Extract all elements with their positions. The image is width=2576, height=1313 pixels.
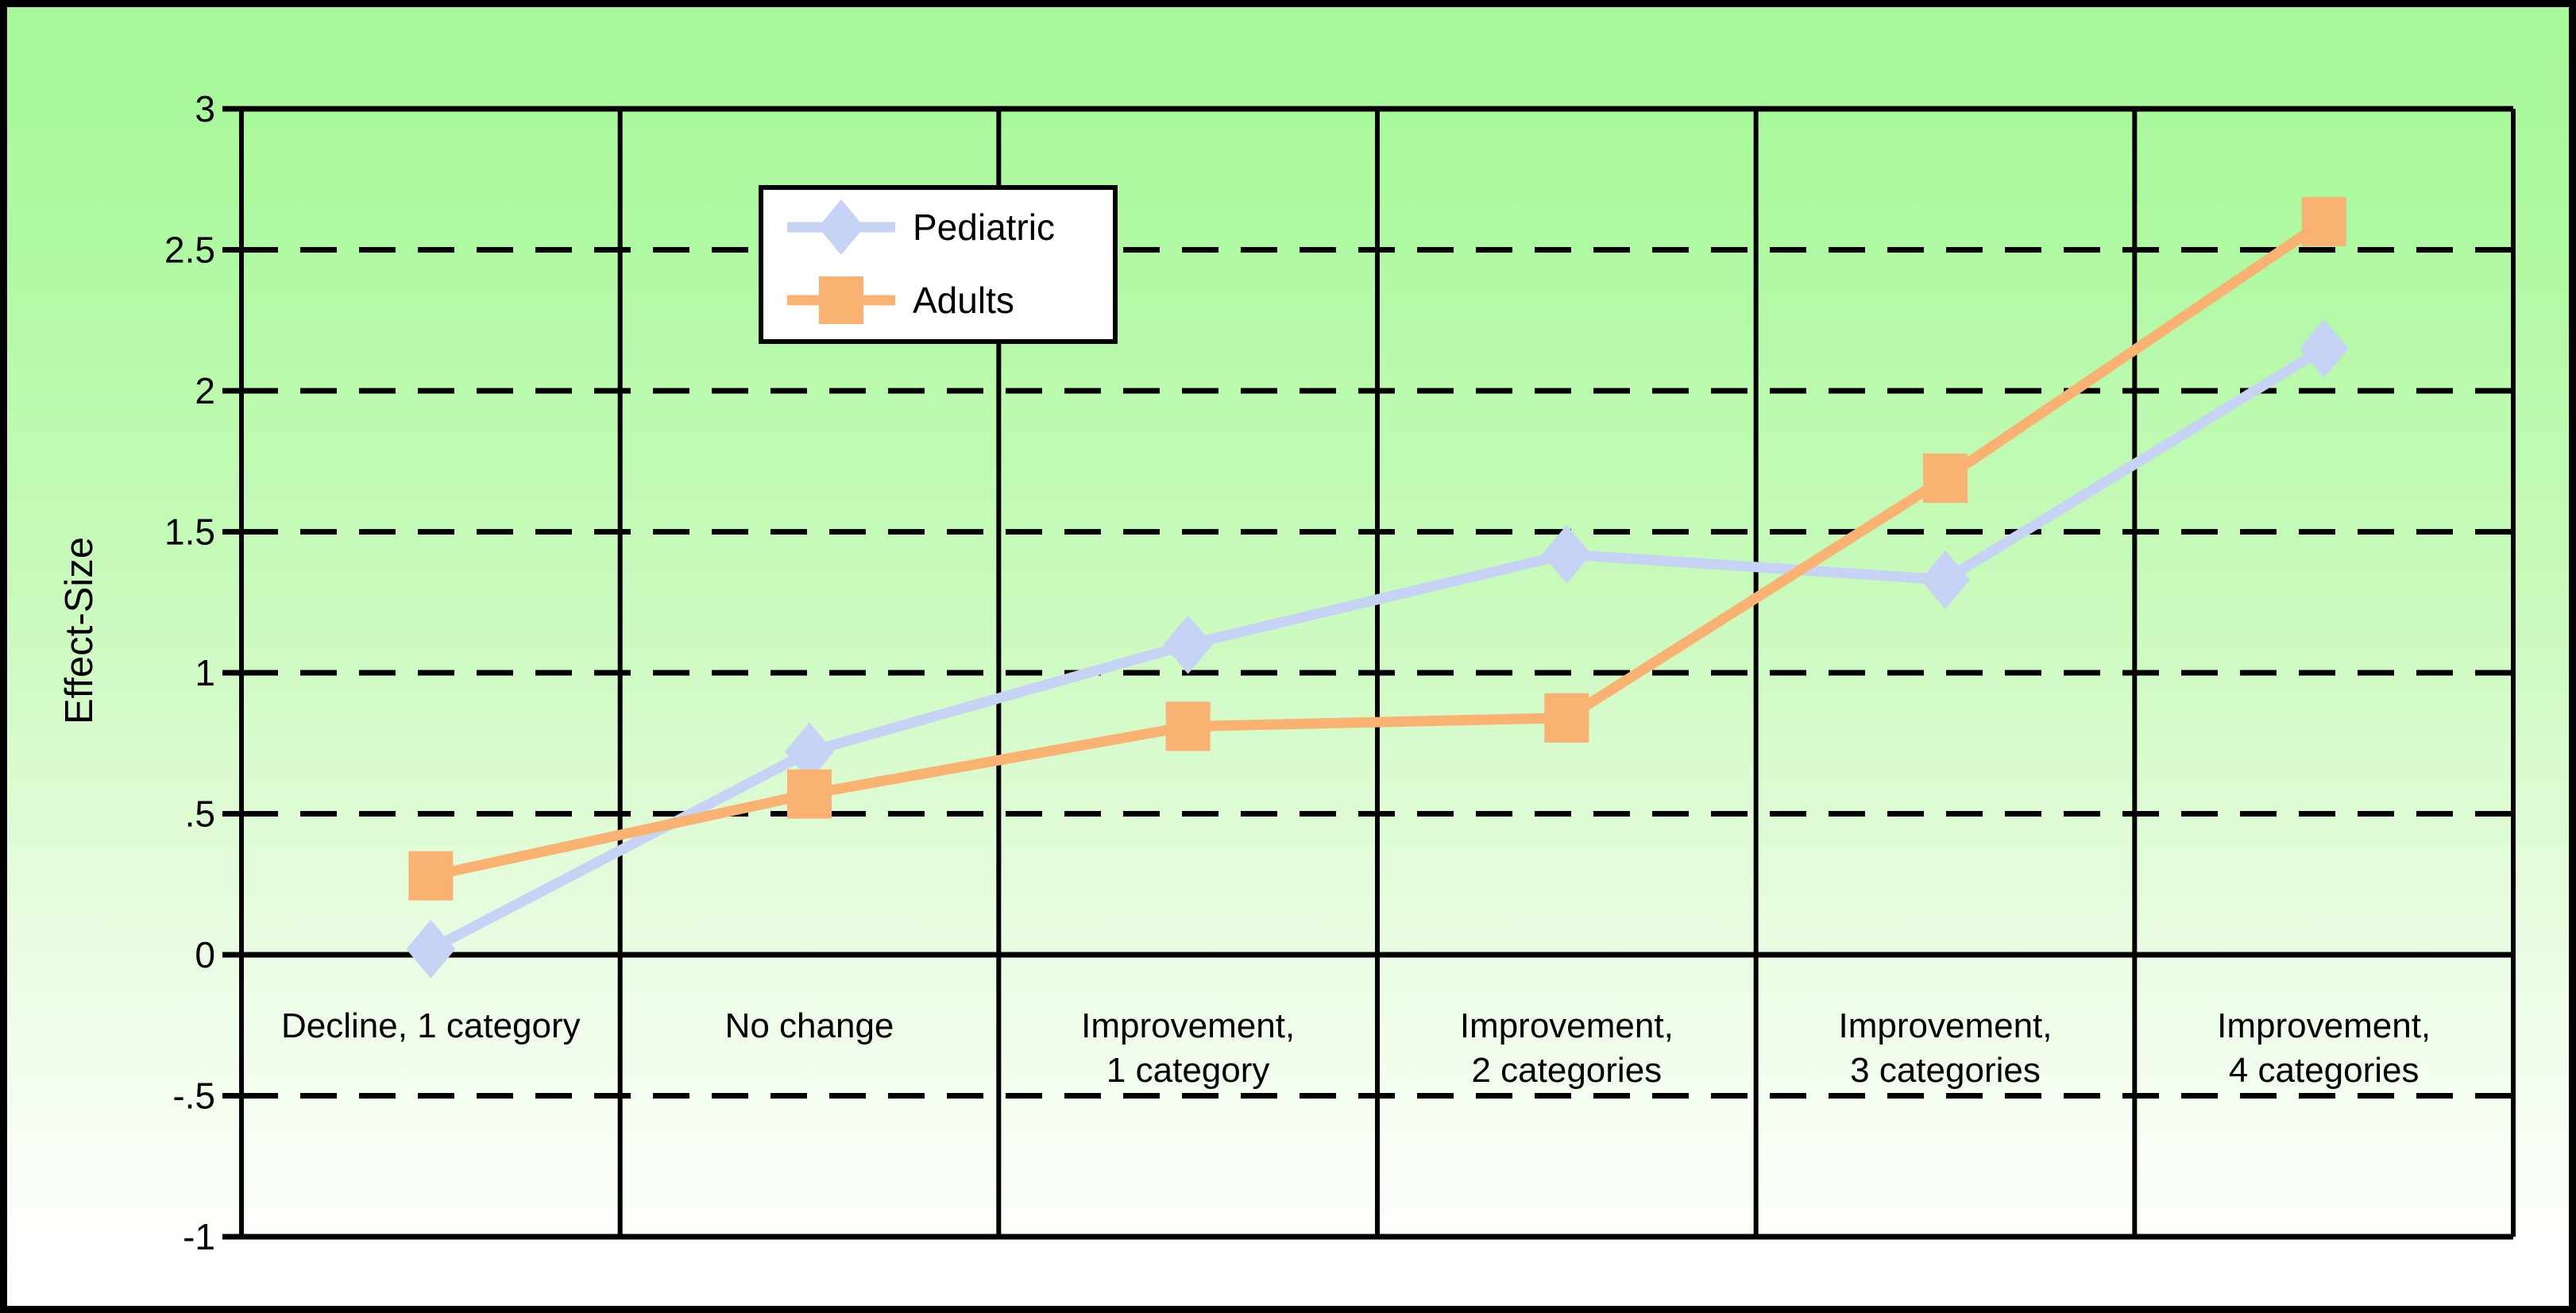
diamond-marker-icon bbox=[818, 199, 864, 255]
y-tick-label: 1 bbox=[195, 652, 215, 693]
y-tick-label: 3 bbox=[195, 88, 215, 129]
diamond-marker-icon bbox=[1542, 524, 1592, 584]
axes-layer: 32.521.51.50-.5-1 bbox=[164, 88, 2516, 1257]
square-marker-icon bbox=[2301, 197, 2346, 246]
series-adults bbox=[408, 197, 2346, 901]
y-tick-label: 1.5 bbox=[164, 512, 215, 553]
legend-item-adults: Adults bbox=[787, 276, 1014, 324]
y-tick-label: 0 bbox=[195, 934, 215, 975]
category-label: Decline, 1 category bbox=[281, 1006, 581, 1045]
series-line-pediatric bbox=[428, 344, 2327, 954]
diamond-marker-icon bbox=[1921, 550, 1970, 609]
legend: Pediatric Adults bbox=[759, 185, 1118, 344]
y-tick-label: 2 bbox=[195, 370, 215, 411]
category-label: No change bbox=[725, 1006, 894, 1045]
category-label: Improvement, 4 categories bbox=[2217, 1006, 2431, 1090]
category-label: Improvement, 3 categories bbox=[1839, 1006, 2053, 1090]
series-line-adults bbox=[429, 217, 2327, 881]
category-label: Improvement, 2 categories bbox=[1460, 1006, 1674, 1090]
diamond-marker-icon bbox=[1163, 615, 1213, 674]
legend-box bbox=[759, 185, 1118, 344]
category-labels-layer: Decline, 1 category No change Improvement,… bbox=[281, 1006, 2431, 1090]
legend-label-pediatric: Pediatric bbox=[913, 207, 1055, 248]
category-label: Improvement, 1 category bbox=[1081, 1006, 1295, 1090]
y-tick-label: -.5 bbox=[172, 1076, 215, 1117]
square-marker-icon bbox=[819, 276, 863, 324]
legend-label-adults: Adults bbox=[913, 280, 1014, 321]
y-tick-label: -1 bbox=[183, 1216, 215, 1257]
diamond-marker-icon bbox=[785, 722, 834, 782]
effect-size-line-chart: 32.521.51.50-.5-1 Decline, 1 category No … bbox=[58, 88, 2516, 1257]
square-marker-icon bbox=[787, 769, 832, 819]
legend-item-pediatric: Pediatric bbox=[787, 199, 1055, 255]
square-marker-icon bbox=[1165, 701, 1211, 751]
y-tick-label: .5 bbox=[185, 794, 215, 835]
series-pediatric bbox=[406, 319, 2349, 979]
y-tick-label: 2.5 bbox=[164, 230, 215, 271]
square-marker-icon bbox=[1544, 693, 1589, 743]
square-marker-icon bbox=[408, 851, 454, 901]
square-marker-icon bbox=[1923, 454, 1968, 504]
diamond-marker-icon bbox=[406, 919, 456, 979]
y-axis-title: Effect-Size bbox=[58, 537, 101, 724]
diamond-marker-icon bbox=[2299, 319, 2349, 378]
data-series-layer bbox=[406, 197, 2349, 979]
